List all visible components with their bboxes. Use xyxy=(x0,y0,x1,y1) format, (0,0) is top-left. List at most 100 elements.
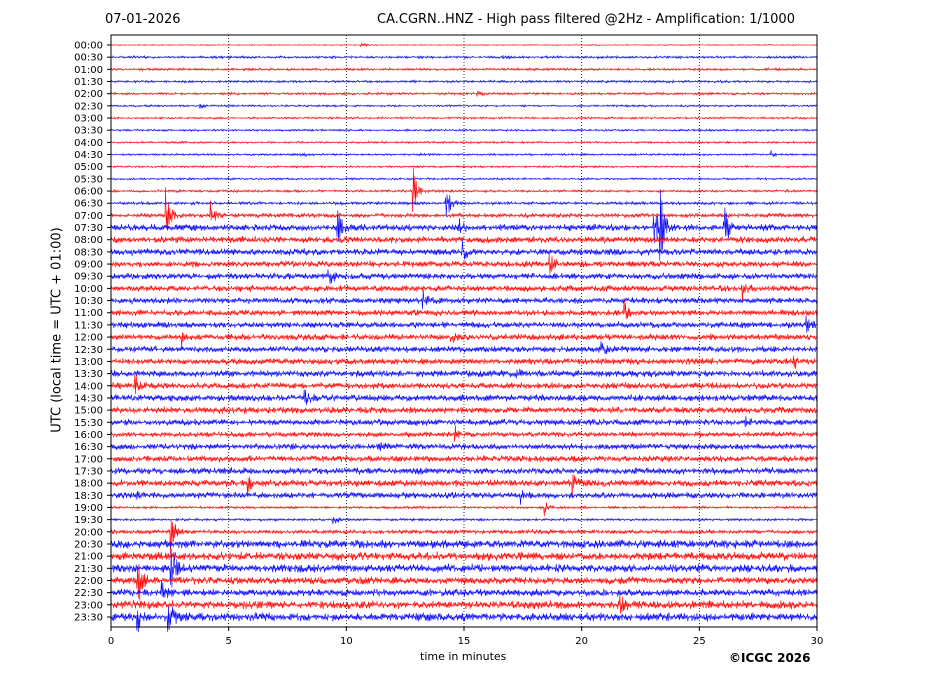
trace-0400 xyxy=(110,140,817,145)
trace-0830 xyxy=(110,240,817,260)
trace-1100 xyxy=(110,298,817,320)
trace-2100 xyxy=(110,551,817,561)
trace-1330 xyxy=(110,368,817,379)
y-tick-label: 21:00 xyxy=(74,552,103,563)
x-tick-label: 5 xyxy=(225,636,231,647)
y-tick-label: 22:00 xyxy=(74,576,103,587)
trace-0100 xyxy=(110,66,817,72)
y-tick-label: 14:00 xyxy=(74,381,103,392)
trace-2130 xyxy=(110,548,817,588)
y-tick-label: 22:30 xyxy=(74,588,103,599)
y-tick-label: 12:30 xyxy=(74,345,103,356)
copyright: ©ICGC 2026 xyxy=(729,651,811,665)
y-tick-label: 18:00 xyxy=(74,479,103,490)
trace-1900 xyxy=(110,502,817,517)
y-tick-label: 13:30 xyxy=(74,369,103,380)
y-tick-label: 02:30 xyxy=(74,101,103,112)
y-tick-label: 00:00 xyxy=(74,41,103,52)
trace-2000 xyxy=(110,520,817,555)
date-label: 07-01-2026 xyxy=(105,12,181,27)
trace-1830 xyxy=(110,490,817,505)
y-tick-label: 18:30 xyxy=(74,491,103,502)
trace-2030 xyxy=(110,539,817,549)
trace-1600 xyxy=(110,425,817,442)
y-tick-label: 19:30 xyxy=(74,515,103,526)
trace-1530 xyxy=(110,415,817,428)
trace-1630 xyxy=(110,442,817,452)
y-tick-label: 17:00 xyxy=(74,454,103,465)
trace-0200 xyxy=(110,90,817,97)
trace-0230 xyxy=(110,103,817,109)
y-tick-label: 10:00 xyxy=(74,284,103,295)
trace-1930 xyxy=(110,517,817,525)
y-tick-label: 04:30 xyxy=(74,150,103,161)
trace-0530 xyxy=(110,176,817,181)
trace-1230 xyxy=(110,341,817,355)
y-tick-label: 02:00 xyxy=(74,89,103,100)
trace-1700 xyxy=(110,455,817,463)
y-tick-label: 08:30 xyxy=(74,247,103,258)
y-tick-label: 10:30 xyxy=(74,296,103,307)
trace-0600 xyxy=(110,168,817,213)
plot-frame xyxy=(110,34,818,628)
trace-0930 xyxy=(110,269,817,285)
y-tick-label: 23:00 xyxy=(74,600,103,611)
trace-2230 xyxy=(110,580,817,599)
trace-1000 xyxy=(110,284,817,302)
trace-0900 xyxy=(110,253,817,274)
trace-0730 xyxy=(110,190,817,261)
trace-0030 xyxy=(110,54,817,60)
y-tick-label: 06:30 xyxy=(74,199,103,210)
trace-0000 xyxy=(110,42,817,48)
y-tick-label: 16:30 xyxy=(74,442,103,453)
y-tick-label: 20:30 xyxy=(74,539,103,550)
y-tick-label: 08:00 xyxy=(74,235,103,246)
y-tick-label: 05:30 xyxy=(74,174,103,185)
y-tick-label: 13:00 xyxy=(74,357,103,368)
trace-0330 xyxy=(110,128,817,133)
trace-0630 xyxy=(110,194,817,218)
x-tick-label: 10 xyxy=(340,636,353,647)
chart-title: CA.CGRN..HNZ - High pass filtered @2Hz -… xyxy=(377,12,795,27)
y-tick-label: 00:30 xyxy=(74,53,103,64)
y-tick-label: 07:30 xyxy=(74,223,103,234)
y-tick-label: 05:00 xyxy=(74,162,103,173)
y-tick-label: 20:00 xyxy=(74,527,103,538)
trace-2300 xyxy=(110,594,817,614)
trace-0800 xyxy=(110,235,817,244)
x-tick-label: 25 xyxy=(693,636,706,647)
trace-2330 xyxy=(110,606,817,633)
y-tick-label: 03:30 xyxy=(74,126,103,137)
trace-1400 xyxy=(110,374,817,395)
trace-1300 xyxy=(110,355,817,370)
trace-0500 xyxy=(110,164,817,169)
trace-1430 xyxy=(110,389,817,406)
trace-0300 xyxy=(110,115,817,121)
y-tick-label: 21:30 xyxy=(74,564,103,575)
y-tick-label: 19:00 xyxy=(74,503,103,514)
trace-1130 xyxy=(110,315,817,333)
x-tick-label: 30 xyxy=(811,636,824,647)
y-tick-label: 07:00 xyxy=(74,211,103,222)
y-tick-label: 15:30 xyxy=(74,418,103,429)
y-tick-label: 23:30 xyxy=(74,613,103,624)
y-tick-label: 14:30 xyxy=(74,393,103,404)
trace-0130 xyxy=(110,78,817,84)
trace-1730 xyxy=(110,467,817,475)
y-tick-label: 09:30 xyxy=(74,272,103,283)
x-axis-label: time in minutes xyxy=(420,650,507,663)
trace-1200 xyxy=(110,332,817,348)
y-tick-label: 11:00 xyxy=(74,308,103,319)
trace-2200 xyxy=(110,564,817,601)
y-tick-label: 15:00 xyxy=(74,406,103,417)
trace-1500 xyxy=(110,406,817,414)
y-tick-label: 01:00 xyxy=(74,65,103,76)
y-tick-label: 17:30 xyxy=(74,466,103,477)
trace-1030 xyxy=(110,289,817,310)
y-tick-label: 12:00 xyxy=(74,333,103,344)
y-tick-label: 04:00 xyxy=(74,138,103,149)
trace-0700 xyxy=(110,187,817,232)
y-tick-label: 06:00 xyxy=(74,187,103,198)
x-tick-label: 20 xyxy=(575,636,588,647)
